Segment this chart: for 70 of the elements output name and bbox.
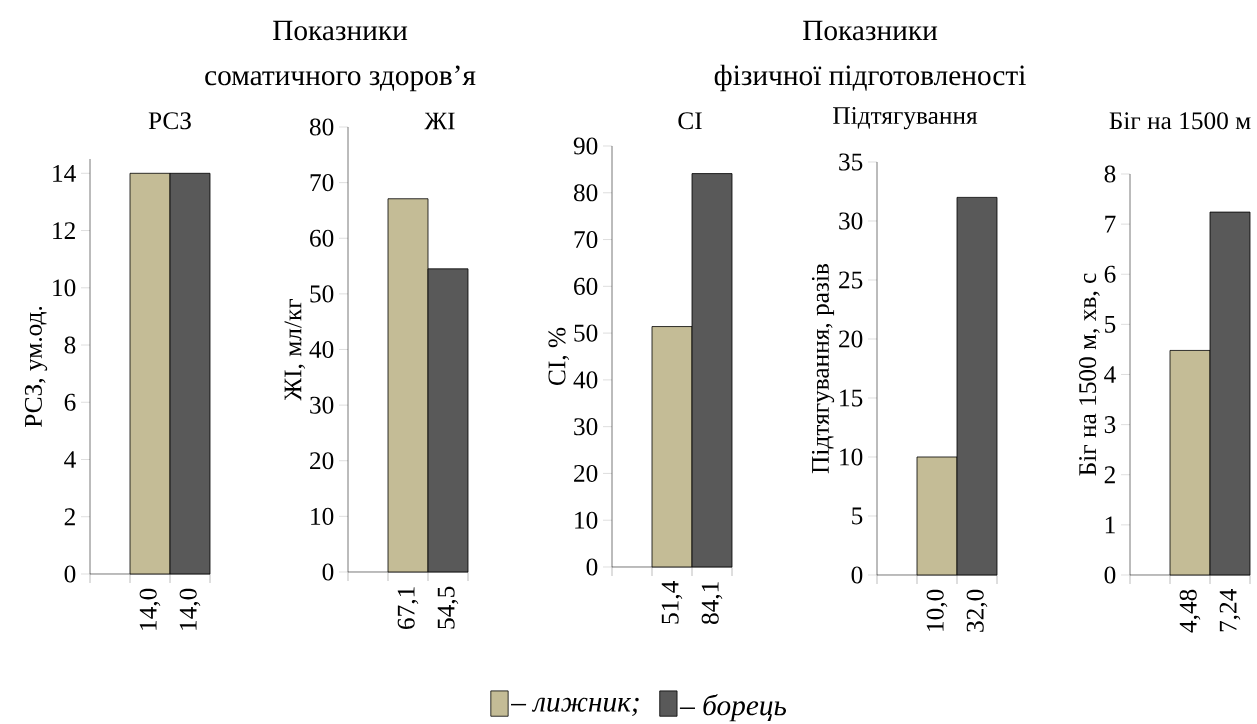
- y-tick-label: 80: [573, 184, 598, 202]
- y-tick-label: 12: [53, 222, 75, 239]
- y-tick-label: 20: [839, 330, 863, 348]
- y-tick-label: 60: [310, 229, 334, 247]
- y-axis-title: СІ, %: [548, 327, 570, 385]
- y-tick-label: 20: [574, 464, 598, 482]
- y-axis-title: РСЗ, ум.од.: [24, 306, 48, 428]
- text: Показники: [803, 20, 938, 41]
- y-tick-label: 60: [574, 277, 598, 295]
- y-tick-label: 0: [586, 558, 598, 576]
- x-tick-label: 14,0: [179, 588, 201, 630]
- x-tick-label: 10,0: [926, 589, 948, 631]
- y-tick-label: 70: [310, 174, 334, 192]
- y-tick-label: 14: [53, 164, 76, 182]
- y-tick-label: 50: [574, 324, 598, 342]
- x-tick-label: 7,24: [1219, 589, 1241, 632]
- y-tick-label: 50: [310, 285, 334, 303]
- x-tick-label: 14,0: [139, 588, 161, 630]
- x-tick-label: 67,1: [397, 587, 419, 629]
- y-tick-label: 7: [1105, 215, 1116, 233]
- y-axis-title: Підтягування, разів: [811, 263, 835, 474]
- x-tick-label: 4,48: [1179, 589, 1201, 633]
- chart-title: ЖІ: [424, 112, 455, 130]
- y-tick-label: 10: [53, 279, 76, 297]
- y-tick-label: 30: [839, 212, 863, 230]
- y-tick-label: 6: [1104, 265, 1116, 283]
- y-tick-label: 15: [840, 389, 863, 407]
- y-tick-label: 8: [1104, 165, 1116, 183]
- y-tick-label: 70: [574, 231, 598, 249]
- y-tick-label: 5: [1105, 315, 1116, 333]
- y-tick-label: 10: [311, 507, 334, 525]
- y-tick-label: 10: [840, 448, 863, 466]
- y-tick-label: 20: [310, 452, 334, 470]
- y-tick-label: 6: [64, 393, 76, 411]
- legend-label: – лижник;: [511, 697, 639, 717]
- y-tick-label: 2: [1104, 466, 1115, 484]
- y-tick-label: 90: [573, 137, 598, 155]
- text: Показники: [273, 20, 408, 41]
- text: фізичної підготовленості: [714, 64, 1026, 92]
- chart-title: Підтягування: [833, 107, 978, 130]
- y-tick-label: 0: [1104, 566, 1116, 584]
- y-tick-label: 5: [852, 507, 863, 525]
- y-tick-label: 35: [839, 153, 863, 171]
- x-tick-label: 51,4: [661, 581, 683, 624]
- y-tick-label: 10: [575, 511, 598, 529]
- legend-label: – борець: [679, 694, 786, 722]
- y-tick-label: 8: [64, 336, 76, 354]
- y-tick-label: 0: [322, 563, 334, 581]
- chart-title: РСЗ: [148, 112, 191, 130]
- y-tick-label: 4: [1104, 366, 1116, 383]
- y-axis-title: Біг на 1500 м, хв, с: [1079, 273, 1100, 476]
- y-tick-label: 80: [309, 118, 334, 136]
- chart-title: СІ: [678, 112, 702, 130]
- y-tick-label: 25: [839, 271, 863, 289]
- y-tick-label: 1: [1105, 516, 1115, 534]
- y-tick-label: 40: [573, 371, 598, 389]
- text: соматичного здоров’я: [205, 65, 476, 92]
- y-tick-label: 4: [64, 451, 76, 468]
- y-tick-label: 0: [851, 566, 863, 584]
- x-tick-label: 54,5: [437, 586, 459, 629]
- y-tick-label: 30: [574, 418, 598, 436]
- y-tick-label: 30: [310, 396, 334, 414]
- y-tick-label: 3: [1104, 416, 1116, 434]
- y-axis-title: ЖІ, мл/кг: [284, 299, 306, 401]
- x-tick-label: 84,1: [701, 582, 723, 625]
- x-tick-label: 32,0: [966, 589, 988, 632]
- y-tick-label: 40: [309, 340, 334, 359]
- y-tick-label: 2: [64, 508, 75, 526]
- chart-title: Біг на 1500 м: [1109, 112, 1251, 130]
- y-tick-label: 0: [64, 565, 76, 583]
